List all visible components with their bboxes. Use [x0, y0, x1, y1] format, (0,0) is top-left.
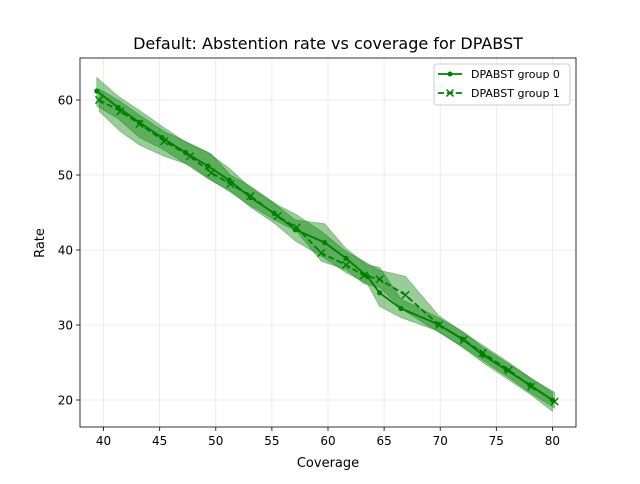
data-point-group-1 — [434, 320, 444, 330]
data-point-group-1 — [401, 290, 410, 300]
data-point-group-0 — [136, 119, 143, 126]
x-tick-label: 65 — [376, 434, 391, 448]
data-point-group-1 — [116, 107, 125, 116]
data-point-group-1 — [478, 348, 487, 357]
x-axis-label: Coverage — [297, 456, 359, 471]
data-point-group-0 — [159, 134, 165, 141]
x-tick-label: 45 — [152, 434, 167, 448]
x-tick-label: 80 — [545, 434, 560, 448]
legend-label-group-0: DPABST group 0 — [471, 68, 560, 81]
data-point-group-1 — [160, 137, 169, 146]
data-point-group-1 — [459, 335, 468, 345]
data-point-group-1 — [273, 212, 282, 221]
data-point-group-1 — [94, 95, 104, 105]
data-point-group-0 — [247, 194, 254, 201]
x-tick-label: 50 — [208, 434, 223, 448]
data-point-group-0 — [205, 163, 211, 169]
data-point-group-0 — [322, 239, 328, 246]
legend: DPABST group 0 DPABST group 1 — [433, 63, 571, 106]
data-point-group-1 — [317, 248, 326, 258]
x-tick-label: 70 — [433, 434, 448, 448]
x-tick-label: 60 — [320, 434, 335, 448]
legend-box — [433, 63, 571, 106]
data-point-group-0 — [377, 290, 383, 296]
legend-marker-group-0 — [447, 71, 453, 77]
data-point-group-1 — [359, 271, 369, 280]
data-point-group-1 — [526, 382, 536, 391]
x-axis-ticks: 40 45 50 55 60 65 70 75 80 — [96, 427, 560, 448]
y-tick-label: 60 — [58, 94, 73, 108]
y-tick-label: 20 — [58, 394, 73, 408]
data-point-group-1 — [185, 152, 195, 161]
legend-label-group-1: DPABST group 1 — [471, 87, 560, 100]
data-point-group-0 — [398, 305, 404, 312]
chart-title: Default: Abstention rate vs coverage for… — [133, 34, 523, 53]
x-tick-label: 75 — [489, 434, 504, 448]
data-point-group-1 — [504, 365, 513, 375]
data-point-group-1 — [207, 168, 216, 177]
legend-marker-group-1 — [445, 88, 455, 98]
y-tick-label: 50 — [58, 169, 73, 183]
data-point-group-1 — [375, 275, 384, 284]
y-axis-ticks: 20 30 40 50 60 — [58, 94, 80, 408]
data-point-group-1 — [550, 397, 559, 406]
series-markers — [94, 88, 559, 406]
data-point-group-1 — [341, 260, 351, 270]
data-point-group-0 — [115, 104, 121, 111]
y-tick-label: 40 — [58, 244, 73, 258]
data-point-group-1 — [226, 179, 235, 189]
grid — [80, 58, 576, 427]
y-axis-label: Rate — [33, 228, 48, 258]
y-tick-label: 30 — [58, 319, 73, 333]
data-point-group-0 — [343, 255, 349, 261]
data-point-group-1 — [135, 119, 144, 129]
data-point-group-0 — [94, 88, 100, 94]
x-tick-label: 40 — [96, 434, 111, 448]
x-tick-label: 55 — [264, 434, 279, 448]
data-point-group-1 — [246, 191, 255, 201]
data-point-group-1 — [292, 223, 301, 232]
